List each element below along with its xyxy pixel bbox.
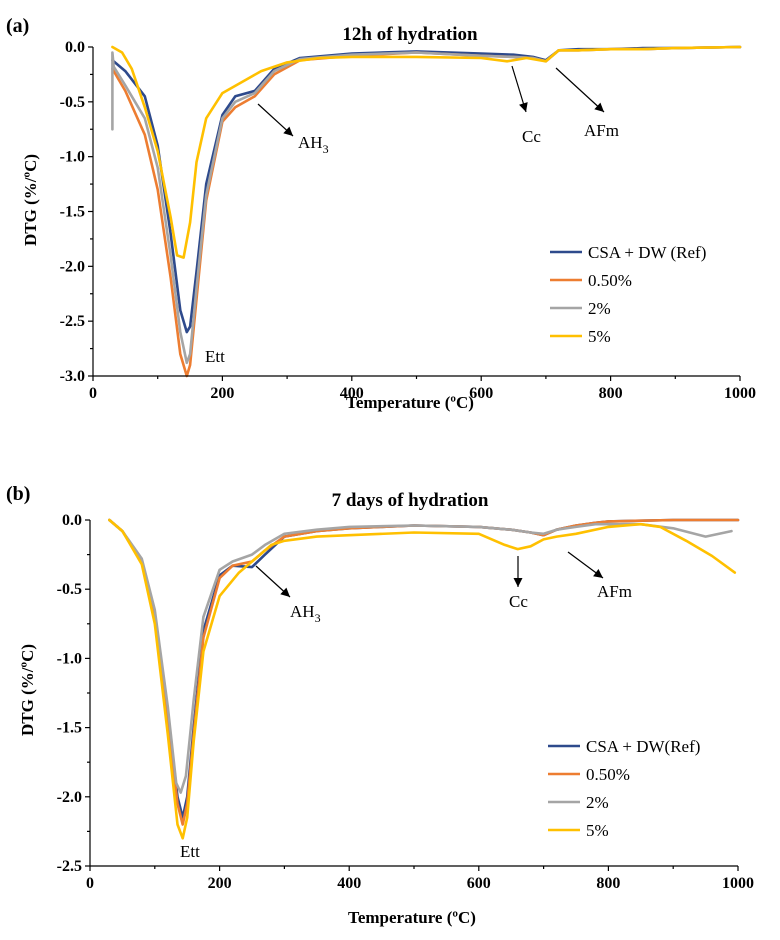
panel-b-chart: (b) 7 days of hydration 0.0 -0.5 -1.0 -1.5 -… [6,483,754,927]
panel-a-chart: (a) 12h of hydration 0.0 -0.5 -1.0 -1.5 -2.0… [6,15,756,412]
panel-a-x-tick-label: 1000 [724,385,756,402]
panel-a-y-tick-label: -2.0 [60,258,85,275]
panel-b-legend-label-2: 0.50% [586,765,630,784]
panel-b-x-tick-label: 600 [467,875,491,892]
panel-a-series-line-4 [112,47,740,258]
panel-b-y-tick-label: -2.5 [57,858,82,875]
panel-a-x-tick-label: 0 [89,385,97,402]
panel-a-x-tick-label: 800 [599,385,623,402]
panel-b-y-tick-label: -1.0 [57,650,82,667]
panel-a-series-line-2 [112,47,740,376]
panel-a-legend-label-3: 2% [588,299,611,318]
panel-b-annotation-afm: AFm [597,582,632,601]
panel-a-annotation-ett: Ett [205,347,225,366]
figure-canvas: (a) 12h of hydration 0.0 -0.5 -1.0 -1.5 -2.0… [0,0,780,940]
panel-a-label: (a) [6,15,29,37]
panel-b-x-tick-label: 1000 [722,875,754,892]
panel-b-label: (b) [6,483,30,505]
panel-a-y-axis-title: DTG (%/ºC) [21,154,40,246]
panel-b-annotation-arrowhead [514,578,523,587]
panel-a-annotation-cc: Cc [522,127,541,146]
panel-b-annotation-ah3: AH3 [290,602,321,625]
panel-a-annotation-afm: AFm [584,121,619,140]
panel-b-x-tick-label: 200 [208,875,232,892]
panel-b-y-axis-title: DTG (%/ºC) [18,644,37,736]
panel-b-series-line-4 [109,520,734,838]
panel-a-y-tick-label: -2.5 [60,313,85,330]
panel-b-y-tick-label: -2.0 [57,789,82,806]
panel-b-legend-label-1: CSA + DW(Ref) [586,737,700,756]
panel-b-series-line-2 [109,520,738,825]
panel-a-annotation-ah3: AH3 [298,133,329,156]
panel-a-annotation-arrow [556,68,604,112]
panel-a-y-tick-label: -1.0 [60,149,85,166]
panel-a-legend-label-4: 5% [588,327,611,346]
panel-b-y-tick-label: 0.0 [62,512,82,529]
panel-a-y-tick-label: -1.5 [60,204,85,221]
panel-a-annotation-arrowhead [519,102,528,112]
panel-b-legend-label-4: 5% [586,821,609,840]
panel-b-x-tick-label: 0 [86,875,94,892]
panel-a-legend-label-1: CSA + DW (Ref) [588,243,706,262]
panel-a-x-tick-label: 200 [210,385,234,402]
panel-a-y-tick-label: -3.0 [60,368,85,385]
panel-b-legend-label-3: 2% [586,793,609,812]
panel-b-annotation-ett: Ett [180,842,200,861]
panel-a-y-tick-label: 0.0 [65,39,85,56]
panel-b-annotation-arrowhead [593,569,603,578]
panel-b-title: 7 days of hydration [332,490,489,511]
panel-b-y-tick-label: -0.5 [57,581,82,598]
panel-a-x-axis-title: Temperature (ºC) [346,393,474,412]
panel-b-series-line-1 [109,520,738,818]
panel-b-y-tick-label: -1.5 [57,720,82,737]
panel-a-title: 12h of hydration [342,24,478,45]
panel-b-annotation-cc: Cc [509,592,528,611]
panel-a-legend-label-2: 0.50% [588,271,632,290]
panel-b-x-axis-title: Temperature (ºC) [348,908,476,927]
panel-b-x-tick-label: 400 [337,875,361,892]
panel-b-x-tick-label: 800 [596,875,620,892]
panel-a-y-tick-label: -0.5 [60,94,85,111]
